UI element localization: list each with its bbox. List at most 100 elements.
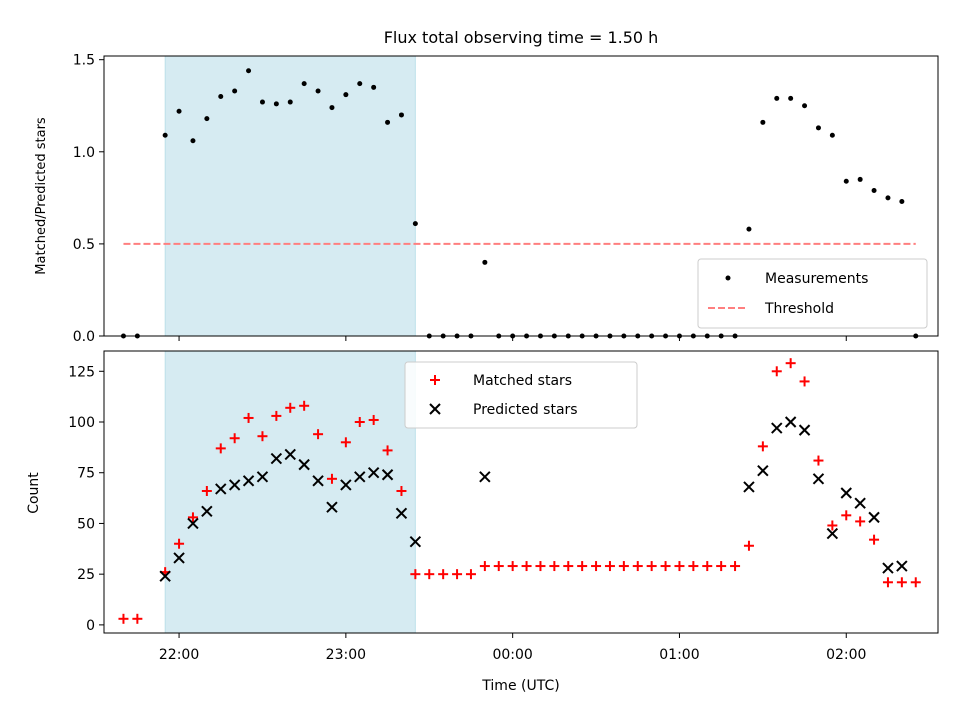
matched-star-point xyxy=(174,538,185,549)
matched-star-point xyxy=(215,443,226,454)
bottom-xtick-label: 00:00 xyxy=(492,647,532,663)
measurement-point xyxy=(815,125,821,131)
predicted-star-point xyxy=(215,483,227,495)
bottom-xtick-label: 01:00 xyxy=(659,647,699,663)
bottom-x-axis-label: Time (UTC) xyxy=(481,678,559,694)
matched-star-point xyxy=(201,485,212,496)
measurement-point xyxy=(774,95,780,101)
legend-threshold-label: Threshold xyxy=(764,301,834,317)
legend-matched-marker xyxy=(430,375,440,385)
bottom-ytick-label: 0 xyxy=(86,618,95,634)
top-panel: 0.0 0.5 1.0 1.5 Flux total observing time =… xyxy=(34,28,939,345)
measurement-point xyxy=(885,195,891,201)
top-legend-box xyxy=(697,258,928,329)
bottom-xtick-label: 22:00 xyxy=(159,647,199,663)
measurement-point xyxy=(273,101,279,107)
predicted-star-point xyxy=(479,471,491,483)
matched-star-point xyxy=(785,358,796,369)
measurement-point xyxy=(746,226,752,232)
measurement-point xyxy=(899,199,905,205)
predicted-star-point xyxy=(270,452,283,465)
matched-star-point xyxy=(563,561,574,572)
bottom-ytick-label: 75 xyxy=(77,466,95,482)
predicted-star-point xyxy=(757,464,769,477)
predicted-star-point xyxy=(173,552,185,564)
top-ytick-label: 1.5 xyxy=(73,53,95,69)
measurement-point xyxy=(190,138,196,144)
matched-star-point xyxy=(896,577,907,588)
matched-star-point xyxy=(591,561,602,572)
legend-matched-label: Matched stars xyxy=(473,373,572,389)
matched-star-point xyxy=(549,561,560,572)
bottom-ytick-label: 125 xyxy=(68,364,95,380)
measurement-point xyxy=(301,81,307,87)
matched-star-point xyxy=(716,561,727,572)
matched-star-point xyxy=(438,569,449,580)
predicted-star-point xyxy=(354,471,366,483)
measurement-point xyxy=(357,81,363,87)
matched-star-point xyxy=(827,520,838,531)
top-shaded-span xyxy=(164,55,416,337)
matched-star-point xyxy=(771,366,782,377)
matched-star-point xyxy=(257,431,268,442)
measurement-point xyxy=(871,187,877,193)
matched-star-point xyxy=(577,561,588,572)
measurement-point xyxy=(218,94,224,100)
matched-star-point xyxy=(465,569,476,580)
predicted-star-point xyxy=(187,517,199,530)
top-ytick-label: 0.5 xyxy=(73,237,95,253)
measurement-point xyxy=(829,132,835,138)
matched-star-point xyxy=(646,561,657,572)
measurement-point xyxy=(329,105,335,111)
predicted-star-point xyxy=(812,473,825,485)
predicted-star-point xyxy=(284,448,296,461)
matched-star-point xyxy=(632,561,643,572)
matched-star-point xyxy=(743,540,754,551)
predicted-star-point xyxy=(395,507,408,520)
matched-star-point xyxy=(187,512,198,523)
predicted-star-point xyxy=(242,475,255,487)
legend-predicted-marker xyxy=(429,403,441,415)
legend-measurements-label: Measurements xyxy=(765,271,868,287)
matched-star-point xyxy=(243,412,254,423)
matched-star-point xyxy=(382,445,393,456)
bottom-ytick-label: 100 xyxy=(68,415,95,431)
matched-star-point xyxy=(368,414,379,425)
matched-star-point xyxy=(132,613,143,624)
top-plot-frame xyxy=(103,55,939,337)
measurement-point xyxy=(857,176,863,182)
matched-star-point xyxy=(757,441,768,452)
matched-star-point xyxy=(410,569,421,580)
bottom-shaded-span xyxy=(164,350,416,634)
measurement-point xyxy=(802,103,808,109)
matched-star-point xyxy=(910,577,921,588)
legend-predicted-label: Predicted stars xyxy=(473,402,578,418)
matched-star-point xyxy=(285,402,296,413)
matched-star-point xyxy=(271,410,282,421)
predicted-star-point xyxy=(896,560,908,572)
matched-star-point xyxy=(313,429,324,440)
measurement-point xyxy=(843,178,849,184)
matched-star-point xyxy=(326,473,337,484)
predicted-star-point xyxy=(256,471,269,483)
matched-star-point xyxy=(479,561,490,572)
top-ytick-label: 0.0 xyxy=(73,329,95,345)
predicted-star-point xyxy=(201,505,213,517)
matched-star-point xyxy=(507,561,518,572)
matched-star-point xyxy=(396,485,407,496)
matched-star-point xyxy=(354,417,365,428)
top-legend: Measurements Threshold xyxy=(697,258,928,329)
matched-star-point xyxy=(799,376,810,387)
matched-star-point xyxy=(452,569,463,580)
matched-star-point xyxy=(299,400,310,411)
matched-star-point xyxy=(493,561,504,572)
measurement-point xyxy=(482,259,488,265)
bottom-xtick-label: 02:00 xyxy=(826,647,866,663)
measurement-point xyxy=(398,112,404,118)
matched-star-point xyxy=(702,561,713,572)
predicted-star-point xyxy=(367,467,380,479)
bottom-y-axis-label: Count xyxy=(26,472,42,514)
matched-star-point xyxy=(813,455,824,466)
matched-star-point xyxy=(618,561,629,572)
